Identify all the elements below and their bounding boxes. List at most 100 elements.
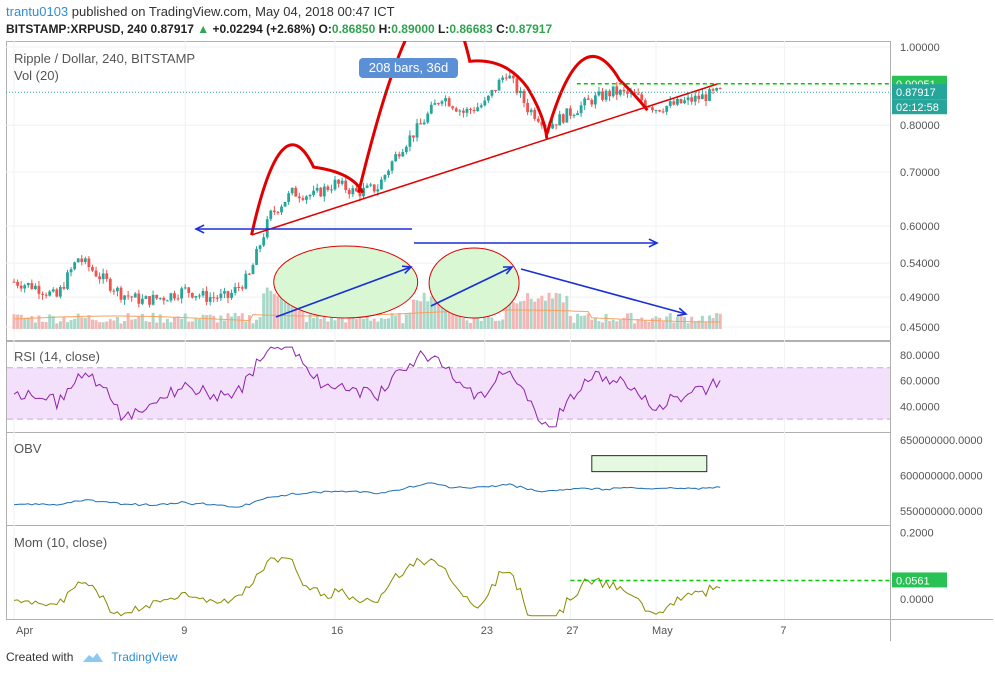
tradingview-brand[interactable]: TradingView bbox=[81, 650, 177, 664]
volume-ellipse bbox=[428, 247, 520, 319]
volume-bar bbox=[597, 321, 601, 329]
candle-body bbox=[401, 152, 405, 157]
candle-body bbox=[561, 114, 565, 123]
candle-body bbox=[112, 290, 116, 292]
volume-bar bbox=[308, 314, 312, 329]
candle-body bbox=[643, 100, 647, 107]
left-shoulder-curve bbox=[250, 143, 365, 236]
candle-body bbox=[301, 198, 305, 200]
close-value: 0.87917 bbox=[508, 22, 553, 36]
volume-bar bbox=[369, 320, 373, 329]
volume-bar bbox=[604, 313, 608, 329]
volume-bar bbox=[162, 322, 166, 329]
volume-bar bbox=[48, 314, 52, 329]
volume-bar bbox=[30, 316, 34, 329]
candle-body bbox=[658, 110, 661, 112]
candle-body bbox=[255, 248, 258, 265]
volume-bar bbox=[700, 315, 704, 329]
volume-bar bbox=[469, 322, 473, 329]
close-label: C: bbox=[496, 22, 509, 36]
low-label: L: bbox=[438, 22, 450, 36]
candle-body bbox=[611, 86, 615, 97]
volume-bar bbox=[158, 314, 162, 329]
volume-bar bbox=[408, 312, 412, 329]
candle-body bbox=[686, 97, 690, 101]
candle-body bbox=[105, 273, 109, 279]
candle-body bbox=[618, 89, 622, 95]
volume-bar bbox=[287, 290, 291, 329]
candle-body bbox=[144, 296, 148, 299]
volume-bar bbox=[436, 291, 440, 329]
candle-body bbox=[141, 298, 144, 304]
volume-bar bbox=[590, 319, 594, 329]
candle-body bbox=[198, 295, 201, 297]
candle-body bbox=[23, 285, 27, 289]
volume-bar bbox=[543, 300, 547, 329]
candle-body bbox=[233, 286, 237, 293]
volume-bar bbox=[62, 316, 66, 329]
candle-body bbox=[437, 103, 440, 105]
volume-bar bbox=[540, 295, 544, 329]
candle-body bbox=[515, 78, 519, 94]
right-shoulder-curve bbox=[545, 55, 649, 135]
chart-canvas[interactable]: 1.00000 0.80000 0.70000 0.60000 0.54000 0.490… bbox=[6, 0, 993, 641]
volume-bar bbox=[16, 314, 20, 329]
candle-body bbox=[315, 187, 319, 191]
volume-bar bbox=[326, 321, 330, 329]
volume-bar bbox=[422, 292, 426, 329]
volume-bar bbox=[233, 312, 237, 329]
volume-bar bbox=[51, 316, 55, 329]
volume-bar bbox=[497, 320, 501, 329]
price-tick-label: 0.45000 bbox=[900, 322, 940, 334]
volume-bar bbox=[465, 320, 469, 329]
candle-body bbox=[48, 291, 52, 296]
candle-body bbox=[636, 93, 640, 95]
volume-bar bbox=[511, 302, 515, 329]
candle-body bbox=[554, 124, 558, 126]
volume-bar bbox=[608, 321, 612, 329]
candle-body bbox=[155, 294, 159, 299]
candle-body bbox=[387, 170, 390, 176]
candle-body bbox=[526, 102, 529, 113]
chart-container[interactable]: 1.00000 0.80000 0.70000 0.60000 0.54000 0.490… bbox=[6, 0, 993, 641]
volume-bar bbox=[415, 300, 419, 329]
candle-body bbox=[98, 276, 101, 280]
volume-bar bbox=[315, 314, 319, 329]
publish-line: trantu0103 published on TradingView.com,… bbox=[6, 4, 395, 19]
volume-bar bbox=[494, 320, 497, 329]
candle-body bbox=[486, 95, 490, 101]
rsi-tick-label: 80.0000 bbox=[900, 350, 940, 362]
candle-body bbox=[237, 286, 241, 288]
open-value: 0.86850 bbox=[331, 22, 376, 36]
candle-body bbox=[718, 88, 722, 90]
volume-bar bbox=[565, 295, 569, 329]
candle-body bbox=[123, 295, 126, 300]
volume-bar bbox=[244, 321, 248, 329]
volume-bar bbox=[197, 318, 201, 329]
candle-body bbox=[661, 111, 665, 113]
candle-body bbox=[169, 293, 173, 301]
volume-bar bbox=[151, 312, 155, 329]
candle-body bbox=[472, 109, 476, 112]
volume-bar bbox=[586, 313, 590, 329]
candle-body bbox=[287, 193, 291, 202]
obv-tick-label: 600000000.0000 bbox=[900, 470, 983, 482]
volume-bar bbox=[661, 321, 665, 329]
candle-body bbox=[44, 294, 48, 296]
candle-body bbox=[462, 110, 465, 113]
candle-body bbox=[190, 292, 194, 298]
bars-range-text: 208 bars, 36d bbox=[369, 60, 449, 75]
candle-body bbox=[51, 289, 55, 292]
momentum-line bbox=[13, 557, 721, 617]
volume-bar bbox=[593, 317, 597, 329]
candles bbox=[12, 71, 722, 308]
candle-body bbox=[633, 92, 636, 94]
candle-body bbox=[365, 185, 369, 188]
volume-bar bbox=[444, 300, 448, 329]
author-link[interactable]: trantu0103 bbox=[6, 4, 69, 19]
volume-bar bbox=[26, 317, 30, 329]
price-tick-label: 0.80000 bbox=[900, 120, 940, 132]
candle-body bbox=[305, 196, 308, 200]
candle-body bbox=[604, 90, 608, 100]
price-tick-label: 0.70000 bbox=[900, 167, 940, 179]
